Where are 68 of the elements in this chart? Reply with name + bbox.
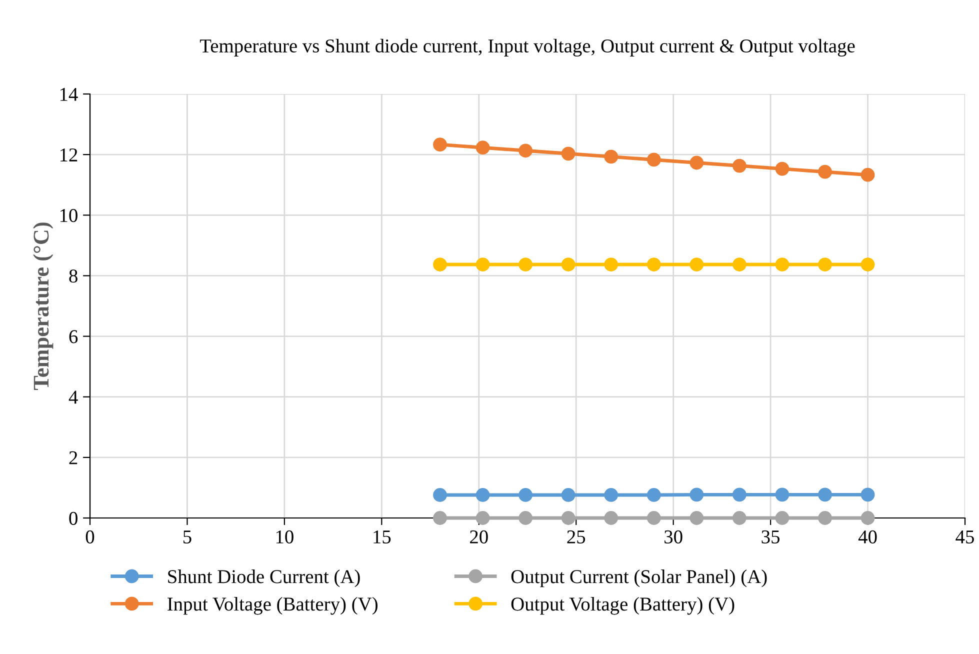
y-tick-label: 14 <box>60 88 78 101</box>
point <box>690 258 704 272</box>
point <box>818 488 832 502</box>
point <box>860 258 875 272</box>
point <box>860 168 875 182</box>
point <box>646 488 661 502</box>
point <box>775 258 790 272</box>
x-tick-label: 35 <box>762 530 780 544</box>
point <box>561 146 576 161</box>
point <box>604 150 618 164</box>
x-tick-label: 40 <box>858 530 877 544</box>
point <box>646 152 661 167</box>
legend-label: Shunt Diode Current (A) <box>168 570 360 588</box>
y-tick-label: 6 <box>69 330 78 344</box>
point <box>518 144 532 158</box>
point <box>690 488 704 502</box>
point <box>732 511 746 525</box>
point <box>476 488 490 502</box>
x-tick-label: 5 <box>183 530 192 544</box>
x-tick-label: 0 <box>86 530 94 544</box>
point <box>818 511 832 525</box>
point <box>561 511 576 525</box>
point <box>646 511 661 525</box>
point <box>775 511 790 525</box>
point <box>860 511 875 525</box>
legend-label: Output Voltage (Battery) (V) <box>511 597 734 615</box>
chart-title: Temperature vs Shunt diode current, Input voltage, Output current & Output voltage <box>200 38 855 57</box>
legend-label: Input Voltage (Battery) (V) <box>168 597 378 615</box>
y-tick-label: 4 <box>68 390 78 404</box>
y-axis-title: Temperature (°C) <box>33 222 54 390</box>
point <box>646 258 661 272</box>
point <box>518 258 532 272</box>
point <box>476 140 490 155</box>
point <box>818 164 832 179</box>
y-tick-label: 8 <box>69 270 78 283</box>
y-tick-label: 0 <box>69 512 78 525</box>
point <box>860 488 875 502</box>
x-tick-label: 30 <box>664 530 682 544</box>
point <box>476 258 490 272</box>
point <box>433 258 447 272</box>
point <box>433 488 447 502</box>
x-tick-label: 45 <box>956 530 974 544</box>
point <box>561 258 576 272</box>
point <box>732 258 746 272</box>
point <box>732 158 746 173</box>
point <box>518 488 532 502</box>
point <box>690 511 704 525</box>
point <box>433 511 447 525</box>
point <box>690 156 704 170</box>
y-tick-label: 10 <box>60 208 78 222</box>
point <box>604 488 618 502</box>
point <box>433 138 447 152</box>
x-tick-label: 25 <box>567 530 586 544</box>
x-tick-label: 15 <box>374 530 391 544</box>
legend-label: Output Current (Solar Panel) (A) <box>511 570 767 588</box>
point <box>561 488 576 502</box>
point <box>604 258 618 272</box>
x-tick-label: 20 <box>470 530 488 544</box>
point <box>775 488 790 502</box>
point <box>604 511 618 525</box>
point <box>732 488 746 502</box>
y-tick-label: 12 <box>60 148 78 162</box>
point <box>818 258 832 272</box>
point <box>518 511 532 525</box>
y-tick-label: 2 <box>69 451 78 464</box>
point <box>775 162 790 176</box>
x-tick-label: 10 <box>276 530 294 544</box>
point <box>476 511 490 525</box>
